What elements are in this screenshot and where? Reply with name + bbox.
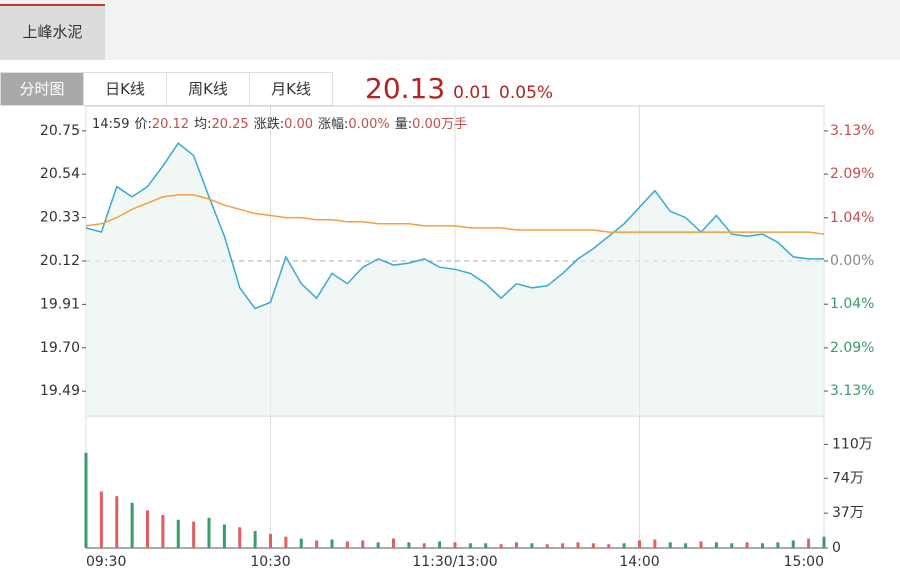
volume-bar	[576, 542, 580, 548]
volume-bar	[192, 521, 196, 548]
y-tick-label: 19.49	[40, 383, 80, 399]
info-part: 涨跌:	[254, 116, 284, 132]
volume-bar	[315, 540, 319, 548]
volume-bar	[684, 543, 688, 548]
volume-bar	[207, 517, 211, 548]
volume-bar	[284, 536, 288, 548]
info-part: 20.25	[211, 117, 248, 132]
volume-bar	[330, 539, 334, 548]
volume-bar	[238, 527, 242, 548]
price-area	[86, 143, 824, 416]
tab[interactable]: 月K线	[249, 72, 333, 106]
y2-tick-label: 1.04%	[830, 210, 874, 226]
tabs: 分时图 日K线 周K线 月K线	[0, 72, 333, 106]
x-tick-label: 14:00	[619, 554, 659, 570]
info-part: 均:	[194, 117, 211, 132]
volume-bar	[468, 543, 472, 548]
volume-bar	[530, 543, 534, 548]
volume-bar	[130, 502, 134, 548]
volume-bar	[561, 543, 565, 548]
info-part: 0.00	[284, 117, 313, 132]
volume-bar	[761, 543, 764, 548]
change-pct: 0.05%	[499, 83, 554, 103]
y-tick-label: 19.91	[40, 296, 80, 312]
info-part: 20.12	[152, 117, 189, 132]
info-part: 14:59	[92, 117, 129, 132]
y2-tick-label: 110万	[832, 436, 873, 452]
price: 20.13	[365, 72, 446, 105]
volume-bar	[668, 542, 672, 548]
tab[interactable]: 周K线	[166, 72, 250, 106]
y-tick-label: 20.75	[40, 123, 80, 139]
y-tick-label: 20.12	[40, 253, 80, 269]
volume-bar	[269, 533, 272, 548]
volume-bar	[745, 542, 749, 548]
volume-bar	[638, 540, 641, 548]
quote: 20.13 0.01 0.05%	[365, 72, 561, 105]
x-tick-label: 10:30	[250, 554, 290, 570]
volume-bar	[807, 538, 811, 548]
volume-bar	[822, 536, 826, 548]
volume-bar	[299, 538, 303, 548]
y-tick-label: 20.54	[40, 166, 80, 182]
x-tick-label: 09:30	[86, 554, 126, 570]
change: 0.01	[453, 83, 492, 103]
volume-bar	[714, 542, 718, 548]
tab[interactable]: 分时图	[0, 72, 84, 106]
volume-bar	[622, 543, 626, 548]
volume-bar	[699, 541, 703, 548]
volume-bar	[345, 541, 349, 548]
volume-bar	[222, 524, 226, 548]
volume-bar	[361, 540, 365, 548]
y2-tick-label: 0.00%	[830, 253, 874, 269]
volume-bar	[253, 531, 257, 548]
stock-tab[interactable]: 上峰水泥	[0, 4, 105, 60]
volume-bar	[653, 539, 657, 548]
y-tick-label: 19.70	[40, 340, 80, 356]
volume-bar	[453, 542, 457, 548]
volume-bar	[407, 542, 411, 548]
volume-bar	[499, 544, 503, 548]
volume-bar	[176, 519, 180, 548]
volume-bar	[146, 510, 149, 548]
volume-bar	[422, 543, 426, 548]
volume-bar	[99, 491, 103, 548]
volume-bar	[730, 543, 734, 548]
volume-bar	[515, 542, 518, 548]
series-line	[85, 194, 825, 235]
y2-tick-label: 2.09%	[830, 166, 874, 182]
volume-bar	[591, 543, 595, 548]
volume-bar	[791, 540, 795, 548]
info-part: 涨幅:	[318, 117, 348, 132]
volume-bar	[545, 544, 549, 548]
info: 14:59 价:20.12 均:20.25 涨跌:0.00 涨幅:0.00% 量:0.00…	[92, 116, 467, 132]
volume-bar	[376, 542, 380, 548]
volume-bar	[115, 496, 119, 548]
y2-tick-label: 74万	[832, 470, 864, 486]
volume-bar	[438, 541, 442, 548]
y2-tick-label: 2.09%	[830, 340, 874, 356]
volume-bar	[484, 543, 488, 548]
volume-bar	[392, 538, 395, 548]
y-tick-label: 20.33	[40, 210, 80, 226]
volume-bar	[84, 452, 88, 548]
top-bar: 上峰水泥	[0, 0, 900, 60]
info-part: 0.00%	[348, 117, 389, 132]
info-part: 价:	[134, 117, 151, 132]
y2-tick-label: 3.13%	[830, 383, 874, 399]
info-part: 量:	[395, 117, 412, 132]
volume-bar	[161, 515, 165, 548]
info-part: 0.00万手	[412, 117, 467, 132]
y2-tick-label: 0	[832, 540, 841, 556]
y2-tick-label: 1.04%	[830, 296, 874, 312]
volume-bar	[776, 542, 780, 548]
y2-tick-label: 37万	[832, 505, 864, 521]
volume-bar	[607, 544, 611, 548]
x-tick-label: 11:30/13:00	[412, 554, 497, 570]
x-tick-label: 15:00	[784, 554, 824, 570]
y2-tick-label: 3.13%	[830, 123, 874, 139]
